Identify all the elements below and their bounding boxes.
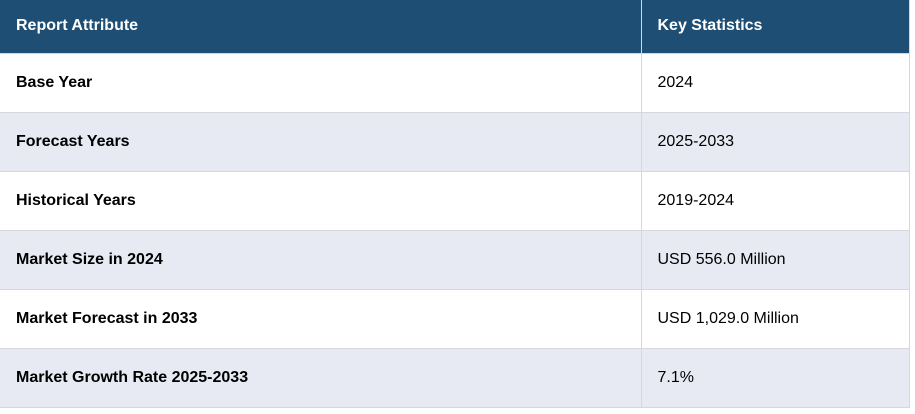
table-row: Market Forecast in 2033 USD 1,029.0 Mill…	[0, 288, 910, 349]
value-cell-historical-years: 2019-2024	[640, 170, 910, 231]
attribute-cell-market-growth-rate: Market Growth Rate 2025-2033	[0, 347, 642, 408]
attribute-cell-market-forecast-2033: Market Forecast in 2033	[0, 288, 642, 349]
table-row: Base Year 2024	[0, 52, 910, 113]
table-row: Market Size in 2024 USD 556.0 Million	[0, 229, 910, 290]
attribute-cell-historical-years: Historical Years	[0, 170, 642, 231]
column-header-key-statistics: Key Statistics	[640, 0, 910, 54]
value-cell-market-size-2024: USD 556.0 Million	[640, 229, 910, 290]
attribute-cell-forecast-years: Forecast Years	[0, 111, 642, 172]
value-cell-market-forecast-2033: USD 1,029.0 Million	[640, 288, 910, 349]
value-cell-market-growth-rate: 7.1%	[640, 347, 910, 408]
table-body: Base Year 2024 Forecast Years 2025-2033 …	[0, 52, 910, 408]
attribute-cell-market-size-2024: Market Size in 2024	[0, 229, 642, 290]
value-cell-forecast-years: 2025-2033	[640, 111, 910, 172]
column-header-report-attribute: Report Attribute	[0, 0, 642, 54]
table-row: Historical Years 2019-2024	[0, 170, 910, 231]
header-row: Report Attribute Key Statistics	[0, 0, 910, 54]
table-header: Report Attribute Key Statistics	[0, 0, 910, 54]
attribute-cell-base-year: Base Year	[0, 52, 642, 113]
value-cell-base-year: 2024	[640, 52, 910, 113]
table-row: Forecast Years 2025-2033	[0, 111, 910, 172]
table-row: Market Growth Rate 2025-2033 7.1%	[0, 347, 910, 408]
